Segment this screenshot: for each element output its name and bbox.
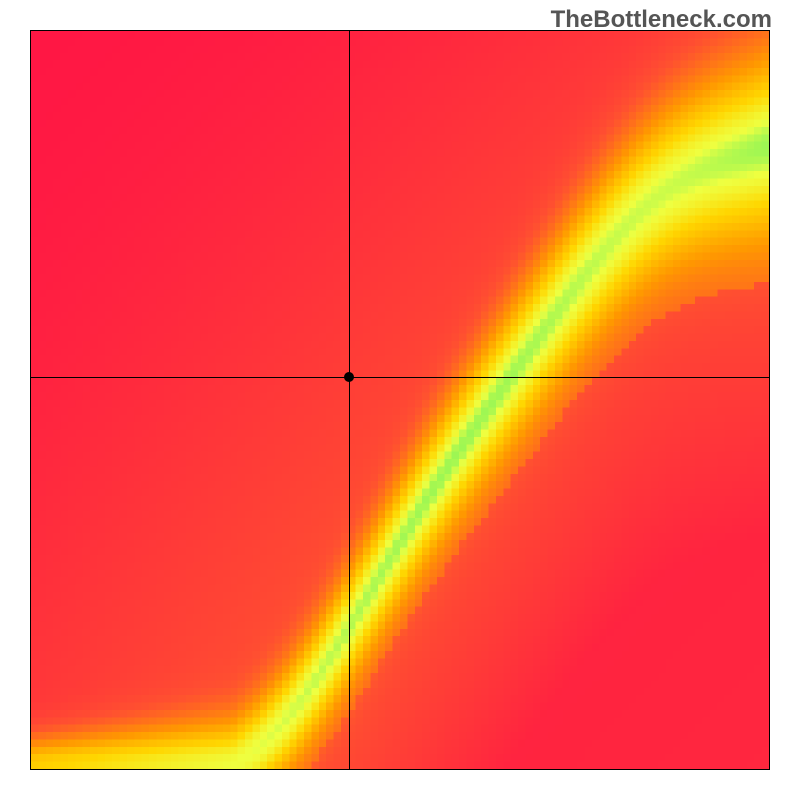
selection-marker-dot: [344, 372, 354, 382]
crosshair-vertical: [349, 31, 350, 769]
watermark-text: TheBottleneck.com: [551, 6, 772, 34]
heatmap-canvas: [31, 31, 769, 769]
crosshair-horizontal: [31, 377, 769, 378]
heatmap-plot-area: [30, 30, 770, 770]
